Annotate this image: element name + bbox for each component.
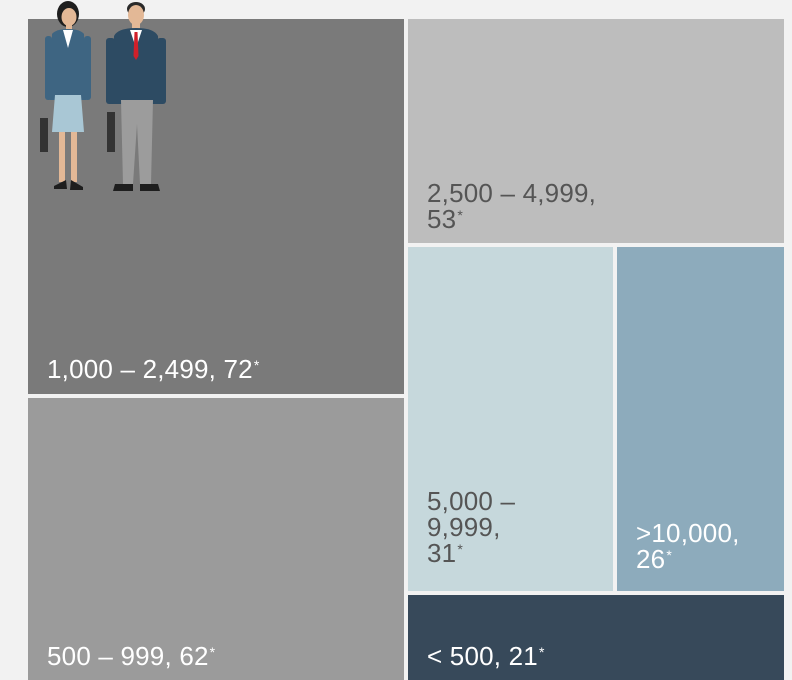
tile-label-line: 26* — [636, 546, 740, 572]
footnote-marker: * — [538, 644, 545, 660]
footnote-marker: * — [253, 357, 260, 373]
footnote-marker: * — [209, 644, 216, 660]
tile-label-line: 53* — [427, 206, 596, 232]
tile-label-line: 31* — [427, 540, 515, 566]
businesspeople-icon — [40, 1, 166, 191]
tile-label-text: 2,500 – 4,999, — [427, 178, 597, 208]
tile-label-2-500-4-999: 2,500 – 4,999, 53* — [427, 180, 596, 232]
tile-label-text: >10,000, — [636, 518, 740, 548]
tile-label-line: < 500, 21* — [427, 643, 545, 669]
footnote-marker: * — [457, 207, 463, 223]
treemap-tile-500 — [408, 595, 784, 680]
tile-label-text: 1,000 – 2,499, 72 — [47, 354, 253, 384]
treemap-tile-10-000 — [617, 247, 784, 591]
tile-label-text: 26 — [636, 544, 666, 574]
footnote-marker: * — [666, 547, 672, 563]
tile-label-500-999: 500 – 999, 62* — [47, 643, 215, 669]
tile-label-line: 1,000 – 2,499, 72* — [47, 356, 259, 382]
businessman-figure — [106, 2, 166, 191]
tile-label-line: 5,000 – — [427, 488, 515, 514]
footnote-marker: * — [457, 541, 463, 557]
tile-label-line: 2,500 – 4,999, — [427, 180, 596, 206]
tile-label-5-000-9-999: 5,000 –9,999, 31* — [427, 488, 515, 566]
tile-label-line: 9,999, — [427, 514, 515, 540]
tile-label-text: 53 — [427, 204, 457, 234]
tile-label-text: 5,000 – — [427, 486, 516, 516]
tile-label-line: >10,000, — [636, 520, 740, 546]
tile-label-text: < 500, 21 — [427, 641, 538, 671]
tile-label-text: 500 – 999, 62 — [47, 641, 209, 671]
businesswoman-figure — [40, 1, 91, 190]
tile-label-500: < 500, 21* — [427, 643, 545, 669]
treemap-tile-2-500-4-999 — [408, 19, 784, 243]
tile-label-line: 500 – 999, 62* — [47, 643, 215, 669]
tile-label-10-000: >10,000, 26* — [636, 520, 740, 572]
tile-label-text: 31 — [427, 538, 457, 568]
tile-label-text: 9,999, — [427, 512, 501, 542]
treemap-tile-500-999 — [28, 398, 404, 680]
tile-label-1-000-2-499: 1,000 – 2,499, 72* — [47, 356, 259, 382]
treemap-tile-5-000-9-999 — [408, 247, 613, 591]
